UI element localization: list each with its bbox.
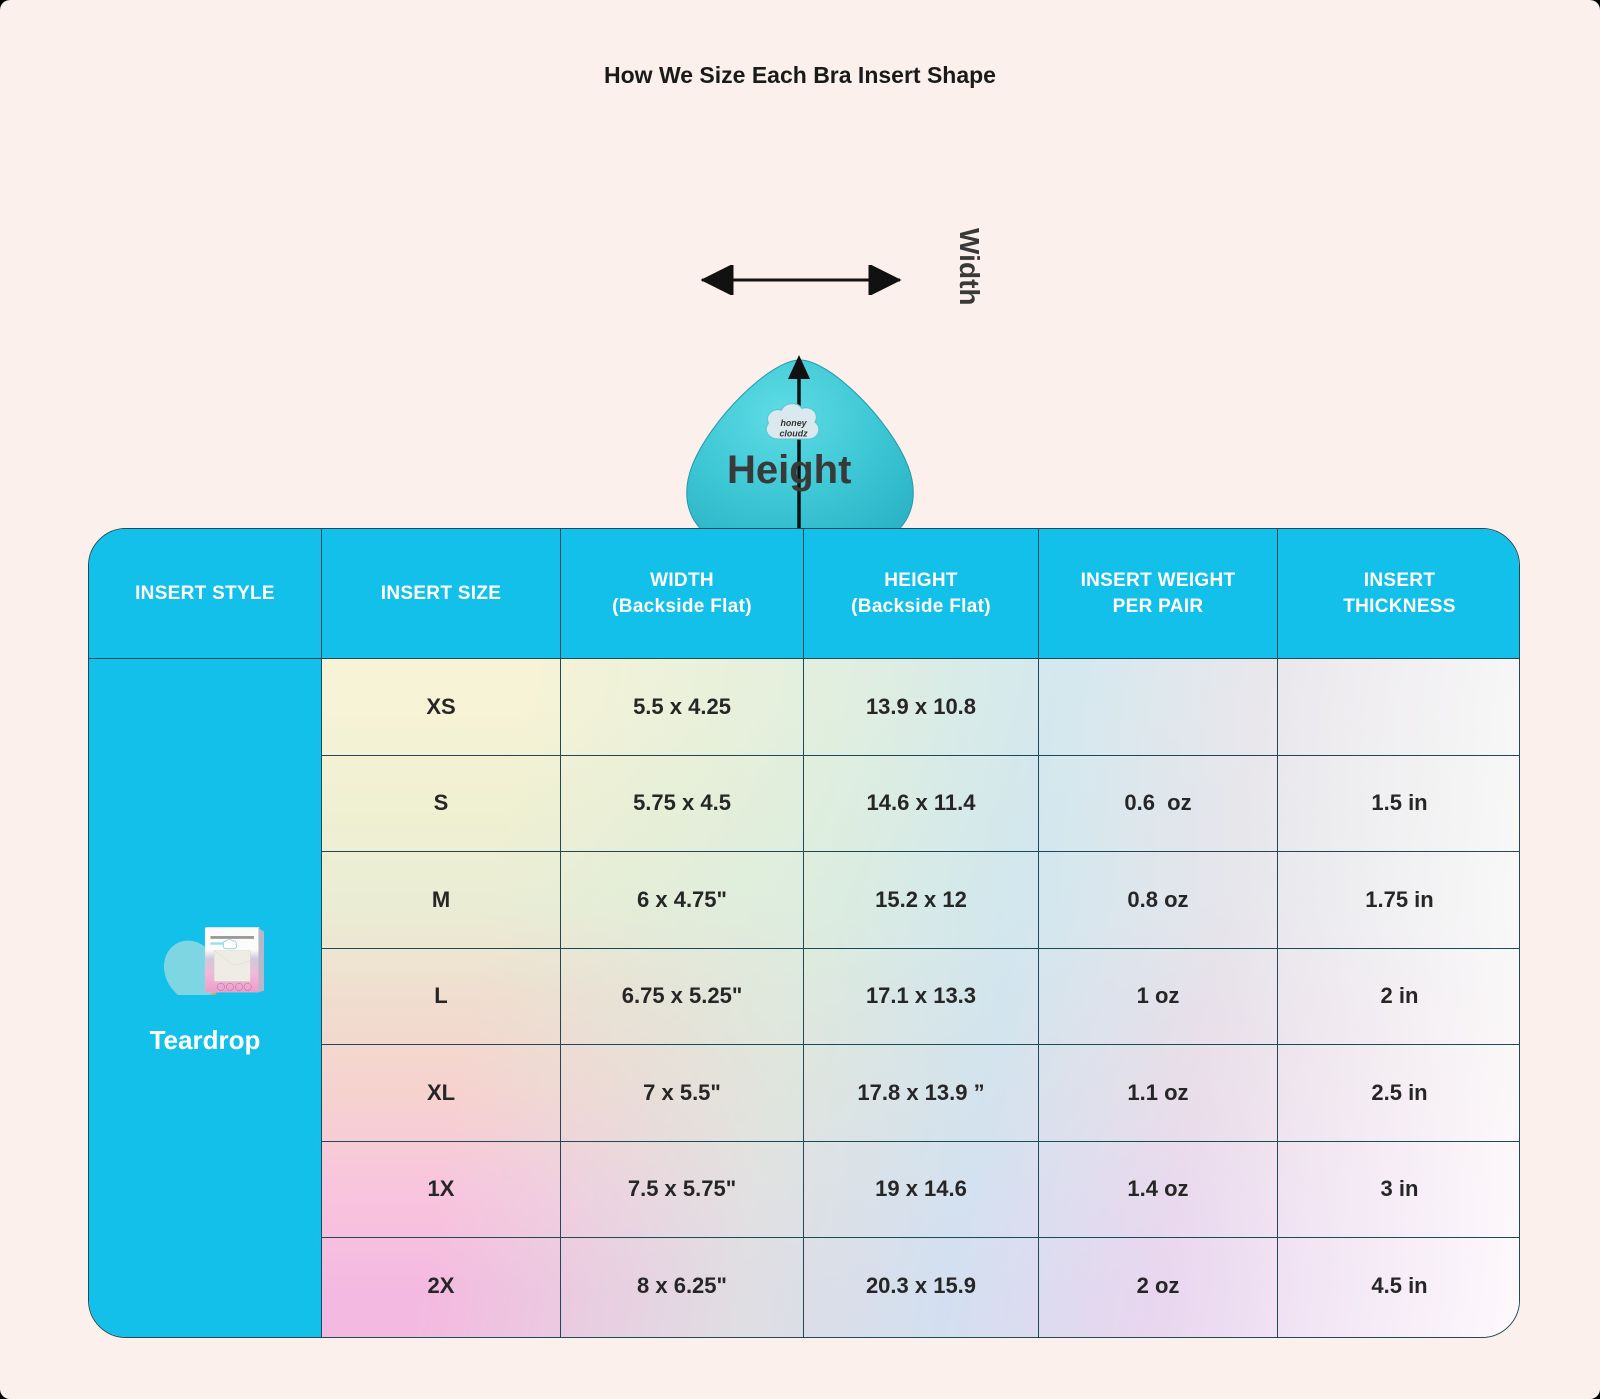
svg-text:cloudz: cloudz — [780, 428, 809, 438]
svg-text:honey: honey — [780, 418, 807, 428]
